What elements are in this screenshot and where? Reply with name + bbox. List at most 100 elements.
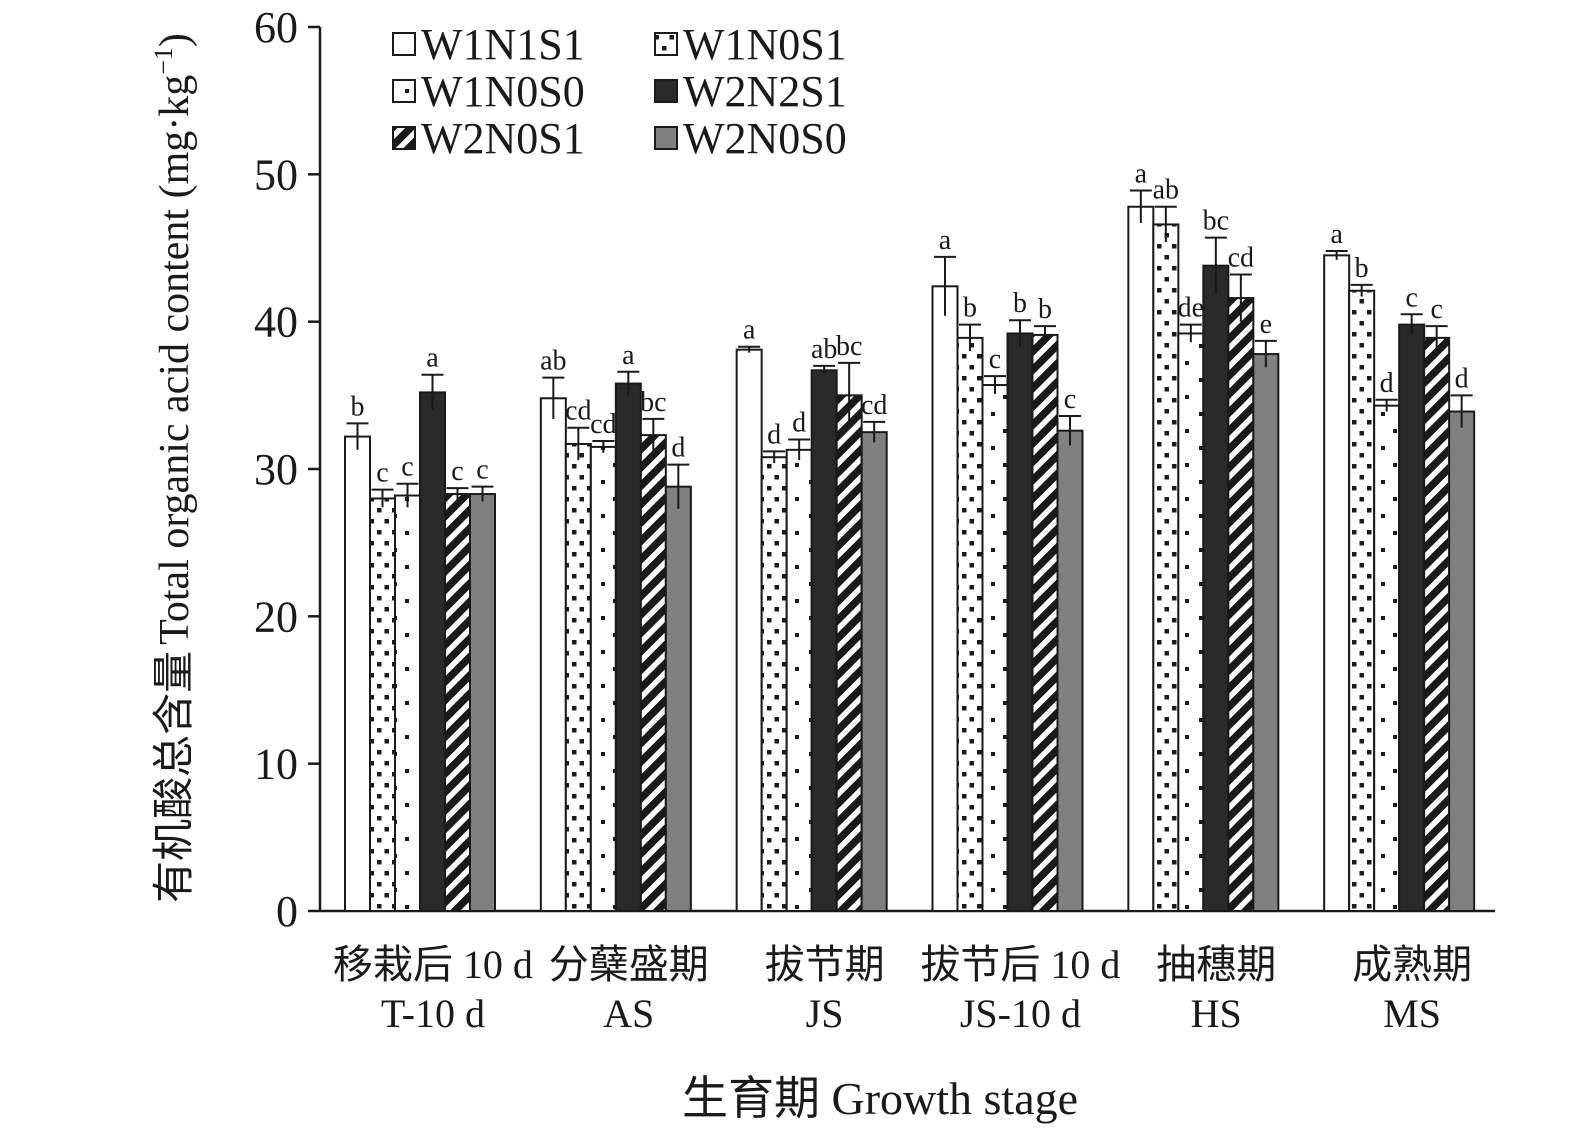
legend-swatch <box>654 126 678 150</box>
significance-letter: a <box>939 225 952 256</box>
bar <box>539 397 567 912</box>
y-tick-label: 40 <box>254 298 298 347</box>
y-tick-label: 60 <box>254 3 298 52</box>
legend-label: W1N0S1 <box>683 20 847 69</box>
legend-label: W2N2S1 <box>683 67 847 116</box>
y-axis-label-sup: −1 <box>149 47 178 75</box>
bar <box>1448 410 1476 912</box>
bar <box>760 456 788 912</box>
y-tick-label: 10 <box>254 740 298 789</box>
bar <box>589 445 617 912</box>
bar <box>785 448 813 912</box>
x-tick-label-en: AS <box>603 991 654 1036</box>
bar <box>1252 353 1280 912</box>
x-tick-label-en: JS-10 d <box>960 991 1081 1036</box>
legend-label: W2N0S0 <box>683 114 847 163</box>
bar <box>369 497 396 912</box>
significance-letter: ab <box>811 334 837 365</box>
significance-letter: b <box>963 293 977 324</box>
legend-swatch <box>654 32 678 56</box>
bar <box>1202 264 1230 912</box>
significance-letter: b <box>1355 253 1369 284</box>
significance-letter: bc <box>836 331 862 362</box>
x-tick-label-cn: 成熟期 <box>1352 942 1472 987</box>
bar <box>1227 297 1255 912</box>
bar <box>931 285 959 913</box>
x-tick-label-cn: 分蘖盛期 <box>549 942 709 987</box>
y-axis-label-cn: 有机酸总含量 <box>152 651 198 903</box>
significance-letter: c <box>376 458 388 489</box>
bar <box>956 336 984 912</box>
bar <box>469 493 496 912</box>
y-axis-label: 有机酸总含量 Total organic acid content (mg·kg−… <box>149 33 198 903</box>
y-axis: 0 10 20 30 40 50 60 <box>254 3 322 936</box>
significance-letter: d <box>1380 368 1394 399</box>
bar <box>1423 336 1451 912</box>
bar <box>810 369 838 912</box>
significance-letter: a <box>622 340 635 371</box>
significance-letter: c <box>476 455 488 486</box>
y-axis-label-en: Total organic acid content (mg·kg <box>152 75 198 645</box>
x-tick-label-cn: 移栽后 10 d <box>333 942 533 987</box>
legend-item: W2N0S0 <box>654 114 847 163</box>
y-tick-label: 50 <box>254 150 298 199</box>
x-tick-label-en: JS <box>806 991 844 1036</box>
legend-swatch <box>654 79 678 103</box>
bar <box>1348 289 1376 912</box>
bar <box>835 394 863 913</box>
legend: W1N1S1 W1N0S1 W1N0S0 W2N2S1 W2N0S1 W2N0S0 <box>392 20 847 163</box>
significance-letter: c <box>989 344 1001 375</box>
significance-letter: bc <box>1203 206 1229 237</box>
y-axis-label-close: ) <box>152 33 198 47</box>
significance-letter: e <box>1260 309 1272 340</box>
y-tick-label: 0 <box>276 887 298 936</box>
bar <box>981 384 1009 912</box>
bar <box>1006 332 1034 913</box>
bar <box>1152 223 1180 912</box>
legend-item: W1N0S1 <box>654 20 847 69</box>
bar <box>639 434 667 912</box>
significance-letter: ab <box>1153 175 1179 206</box>
significance-letter: a <box>1135 159 1148 190</box>
significance-letter: a <box>426 343 439 374</box>
bar <box>1373 404 1401 912</box>
significance-letter: cd <box>565 396 591 427</box>
error-bars <box>346 189 1473 509</box>
significance-letter: de <box>1178 293 1204 324</box>
x-tick-label-cn: 拔节后 10 d <box>920 942 1120 987</box>
bar <box>860 431 888 912</box>
significance-letter: c <box>401 452 413 483</box>
bar <box>1031 333 1059 912</box>
x-axis-label: 生育期 Growth stage <box>682 1073 1078 1124</box>
significance-letter: cd <box>861 390 887 421</box>
significance-letter: c <box>1405 282 1417 313</box>
legend-swatch <box>392 126 416 150</box>
significance-letter: b <box>351 391 365 422</box>
significance-letter: ab <box>540 346 566 377</box>
legend-label: W2N0S1 <box>421 114 585 163</box>
significance-letter: cd <box>1228 243 1254 274</box>
x-tick-label-en: T-10 d <box>381 991 485 1036</box>
bars <box>344 205 1476 913</box>
legend-item: W2N2S1 <box>654 67 847 116</box>
x-tick-label-cn: 拔节期 <box>765 942 885 987</box>
significance-letter: c <box>451 456 463 487</box>
y-tick-label: 20 <box>254 592 298 641</box>
significance-letter: a <box>743 315 756 346</box>
significance-letter: c <box>1064 384 1076 415</box>
bar <box>419 391 446 912</box>
legend-swatch <box>392 79 416 103</box>
legend-swatch <box>392 32 416 56</box>
x-tick-label-en: MS <box>1383 991 1441 1036</box>
x-tick-label-en: HS <box>1191 991 1242 1036</box>
bar <box>394 494 421 912</box>
significance-letter: bc <box>640 387 666 418</box>
legend-label: W1N0S0 <box>421 67 585 116</box>
legend-item: W1N0S0 <box>392 67 585 116</box>
significance-letter: d <box>792 408 806 439</box>
bar <box>664 485 692 912</box>
